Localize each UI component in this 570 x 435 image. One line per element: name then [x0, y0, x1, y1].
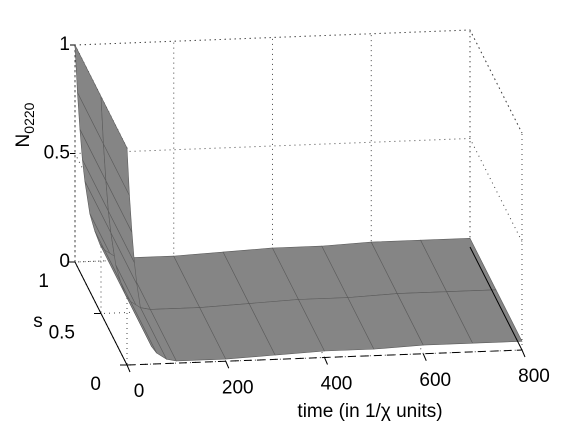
z-axis-label: N0220	[13, 102, 37, 147]
z-tick-label: 0.5	[44, 143, 70, 164]
y-tick-label: 1	[38, 271, 49, 292]
x-tick-label: 600	[419, 370, 451, 391]
y-axis-label: s	[33, 311, 43, 332]
z-tick-label: 0	[59, 251, 70, 272]
x-axis-label: time (in 1/χ units)	[297, 401, 442, 422]
x-tick	[126, 364, 131, 373]
frame-edge	[469, 29, 523, 134]
x-tick	[324, 357, 328, 365]
y-tick-label: 0	[90, 374, 101, 395]
grid-line	[74, 29, 523, 149]
x-tick-label: 800	[518, 366, 550, 387]
z-axis-label-base: N	[13, 134, 34, 148]
surface-patch	[446, 289, 523, 344]
x-tick-label: 200	[222, 377, 254, 398]
x-tick-label: 400	[321, 374, 353, 395]
z-tick-label: 1	[59, 34, 70, 55]
x-tick	[422, 353, 427, 361]
x-tick-label: 0	[134, 381, 145, 402]
floor-edge	[469, 246, 523, 351]
y-tick-label: 0.5	[49, 323, 75, 344]
z-axis-label-sub: 0220	[21, 102, 37, 133]
x-tick	[225, 361, 230, 369]
frame-edge	[74, 29, 471, 46]
x-tick	[521, 349, 526, 358]
